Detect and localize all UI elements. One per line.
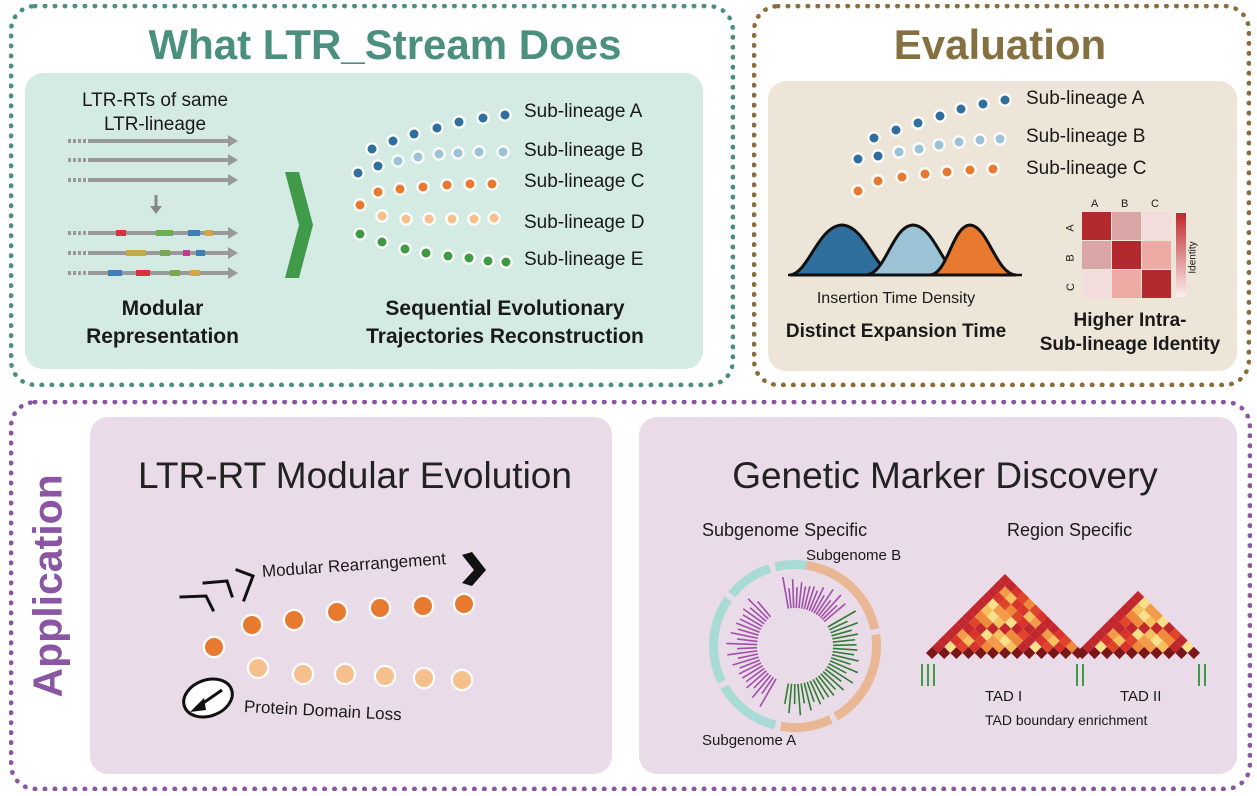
what-title: What LTR_Stream Does [148,21,622,68]
evaluation-title: Evaluation [893,21,1107,68]
sequential-line2: Trajectories Reconstruction [366,325,644,348]
heatmap-col-b: B [1121,198,1129,210]
modular-evolution-panel [90,417,612,774]
distinct-expansion-time-label: Distinct Expansion Time [785,321,1007,342]
tad2-label: TAD II [1120,688,1162,705]
region-specific-label: Region Specific [1007,520,1133,540]
insertion-time-density-label: Insertion Time Density [816,290,976,307]
sub-lineage-e-label: Sub-lineage E [524,249,644,270]
evaluation-frame [752,4,1251,387]
heatmap-row-c: C [1064,283,1077,291]
application-frame [9,400,1252,791]
what-panel [25,73,703,369]
identity-line2: Sub-lineage Identity [1039,334,1221,355]
tad1-label: TAD I [985,688,1023,705]
eval-sub-lineage-c-label: Sub-lineage C [1026,158,1147,179]
marker-discovery-title: Genetic Marker Discovery [732,455,1158,496]
ltr-caption-line1: LTR-RTs of same [81,90,229,111]
sub-lineage-a-label: Sub-lineage A [524,101,643,122]
modular-evolution-title: LTR-RT Modular Evolution [138,455,572,496]
sub-lineage-c-label: Sub-lineage C [524,171,645,192]
sub-lineage-d-label: Sub-lineage D [524,212,645,233]
heatmap-col-c: C [1151,198,1159,210]
subgenome-specific-label: Subgenome Specific [702,520,868,540]
identity-line1: Higher Intra- [1073,310,1187,331]
eval-sub-lineage-b-label: Sub-lineage B [1026,126,1146,147]
modular-representation-line2: Representation [86,325,239,348]
colorbar-label: Identity [1187,241,1199,274]
subgenome-a-label: Subgenome A [702,732,797,749]
eval-sub-lineage-a-label: Sub-lineage A [1026,88,1145,109]
ltr-caption-line2: LTR-lineage [103,114,207,135]
heatmap-row-a: A [1064,224,1077,232]
subgenome-b-label: Subgenome B [806,547,902,564]
heatmap-col-a: A [1091,198,1099,210]
modular-representation-line1: Modular [121,297,204,320]
heatmap-row-b: B [1064,254,1077,262]
sub-lineage-b-label: Sub-lineage B [524,140,644,161]
what-ltr-stream-frame [9,4,735,387]
sequential-line1: Sequential Evolutionary [385,297,625,320]
tad-boundary-label: TAD boundary enrichment [985,712,1148,728]
application-side-label: Application [24,474,71,698]
